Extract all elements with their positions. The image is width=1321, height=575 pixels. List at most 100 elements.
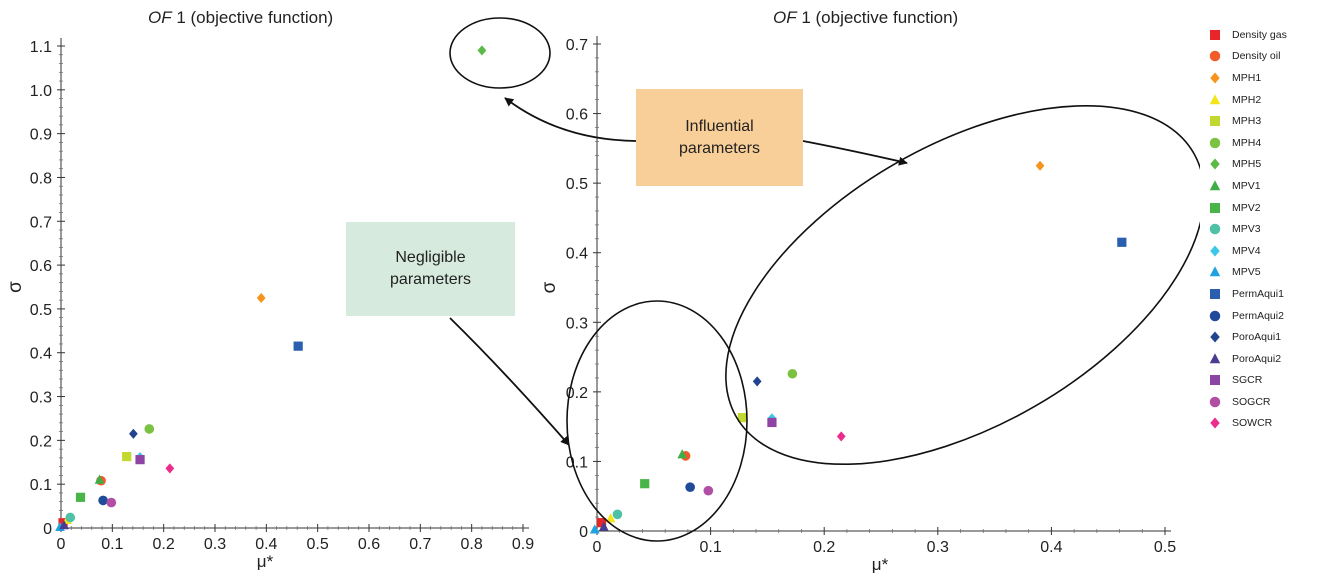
legend-marker-shape <box>1210 288 1220 299</box>
legend-label: MPV5 <box>1232 266 1261 279</box>
influential-parameters-callout: Influential parameters <box>636 89 803 186</box>
point-mpv2 <box>640 479 650 489</box>
legend-marker-square-icon <box>1210 202 1220 213</box>
legend-marker-shape <box>1209 51 1221 62</box>
chart2-plot: 0 0.1 0.2 0.3 0.4 0.5 0.6 0.7 0 0.1 0.2 0.3 0.4 0.5 μ*… <box>539 36 1176 574</box>
legend-label: PoroAqui2 <box>1232 352 1282 365</box>
point-mph2 <box>605 513 616 523</box>
legend-item-sogcr: SOGCR <box>1208 391 1318 413</box>
legend-marker-shape <box>1210 202 1220 213</box>
annotations-layer <box>449 17 1200 542</box>
legend-label: MPV2 <box>1232 201 1261 214</box>
y-tick-label: 0.3 <box>566 315 588 332</box>
point-sowcr <box>165 463 175 474</box>
legend-marker-shape <box>1209 310 1221 321</box>
legend-label: SGCR <box>1232 374 1263 387</box>
legend-marker-square-icon <box>1210 116 1220 127</box>
chart1-title-rest: 1 (objective function) <box>171 8 334 27</box>
legend-marker-shape <box>1210 417 1220 429</box>
legend-item-mph1: MPH1 <box>1208 67 1318 89</box>
point-mph5 <box>477 45 487 56</box>
legend-item-mph4: MPH4 <box>1208 132 1318 154</box>
point-poroaqui2 <box>59 520 69 530</box>
legend-item-mpv4: MPV4 <box>1208 240 1318 262</box>
legend-label: PoroAqui1 <box>1232 331 1282 344</box>
legend-label: MPH1 <box>1232 71 1262 84</box>
x-tick-label: 0.2 <box>153 536 175 553</box>
x-tick-label: 0 <box>593 539 602 556</box>
x-tick-label: 0.6 <box>358 536 380 553</box>
point-mph1 <box>1035 160 1045 171</box>
y-tick-label: 0.5 <box>30 302 52 319</box>
legend-marker-circle-icon <box>1209 223 1221 235</box>
y-tick-label: 0.2 <box>30 433 52 450</box>
chart1-title: OF 1 (objective function) <box>148 8 333 28</box>
x-tick-label: 0.4 <box>255 536 277 553</box>
legend-marker-diamond-icon <box>1210 417 1220 429</box>
y-tick-label: 0.4 <box>566 246 588 263</box>
point-sogcr <box>106 497 117 508</box>
legend-item-permaqui2: PermAqui2 <box>1208 305 1318 327</box>
y-tick-label: 1.0 <box>30 83 52 100</box>
point-mph1 <box>256 292 266 304</box>
y-tick-label: 0.4 <box>30 346 52 363</box>
y-tick-label: 0.7 <box>30 214 52 231</box>
legend-marker-triangle-icon <box>1209 266 1221 277</box>
x-tick-label: 0 <box>57 536 66 553</box>
legend-marker-square-icon <box>1210 375 1220 386</box>
point-sowcr <box>836 431 846 442</box>
x-tick-label: 0.9 <box>512 536 534 553</box>
legend-item-mpv1: MPV1 <box>1208 175 1318 197</box>
legend-item-mpv5: MPV5 <box>1208 262 1318 284</box>
x-axis-label: μ* <box>257 552 274 571</box>
legend-marker-shape <box>1209 352 1221 363</box>
x-tick-label: 0.1 <box>699 539 721 556</box>
legend-marker-shape <box>1210 245 1220 257</box>
legend-item-poroaqui2: PoroAqui2 <box>1208 348 1318 370</box>
point-mpv2 <box>75 492 86 502</box>
point-sgcr <box>767 417 777 428</box>
legend-label: MPH3 <box>1232 115 1262 128</box>
legend-marker-diamond-icon <box>1210 331 1220 343</box>
x-tick-label: 0.8 <box>461 536 483 553</box>
legend-marker-shape <box>1209 93 1221 104</box>
legend-label: MPH2 <box>1232 93 1262 106</box>
negligible-region-ellipse <box>566 300 748 542</box>
point-poroaqui2 <box>598 521 609 531</box>
legend-marker-circle-icon <box>1209 310 1221 321</box>
point-permaqui2 <box>98 495 108 506</box>
point-sgcr <box>135 455 145 465</box>
chart2-title-rest: 1 (objective function) <box>796 8 959 27</box>
legend-marker-shape <box>1209 223 1221 235</box>
influential-arrow-left <box>504 97 637 142</box>
negligible-arrow <box>449 317 570 446</box>
point-poroaqui1 <box>129 428 138 439</box>
legend-item-permaqui1: PermAqui1 <box>1208 283 1318 305</box>
point-mpv5 <box>589 524 600 534</box>
legend-item-poroaqui1: PoroAqui1 <box>1208 326 1318 348</box>
legend-item-mph5: MPH5 <box>1208 154 1318 176</box>
legend-label: PermAqui1 <box>1232 287 1284 300</box>
legend-marker-diamond-icon <box>1210 72 1220 84</box>
legend-label: MPV3 <box>1232 223 1261 236</box>
legend: Density gas Density oil MPH1 MPH2 MPH3 MPH4 MP… <box>1208 24 1318 434</box>
y-tick-label: 0.7 <box>566 37 588 54</box>
y-axis-label: σ <box>539 281 560 293</box>
legend-item-mpv2: MPV2 <box>1208 197 1318 219</box>
y-tick-label: 0.1 <box>30 477 52 494</box>
legend-label: MPH5 <box>1232 158 1262 171</box>
point-permaqui1 <box>293 341 303 351</box>
legend-marker-circle-icon <box>1209 51 1221 62</box>
y-tick-label: 0.8 <box>30 170 52 187</box>
legend-marker-square-icon <box>1210 288 1220 299</box>
point-permaqui1 <box>1117 237 1127 247</box>
point-mph4 <box>144 424 155 434</box>
point-mpv3 <box>65 512 76 523</box>
legend-label: Density gas <box>1232 28 1287 41</box>
y-tick-label: 0.5 <box>566 176 588 193</box>
legend-marker-shape <box>1209 396 1221 408</box>
legend-item-density-gas: Density gas <box>1208 24 1318 46</box>
point-mpv3 <box>612 509 623 520</box>
y-axis-label: σ <box>5 281 26 293</box>
chart1-title-italic: OF <box>148 8 172 27</box>
